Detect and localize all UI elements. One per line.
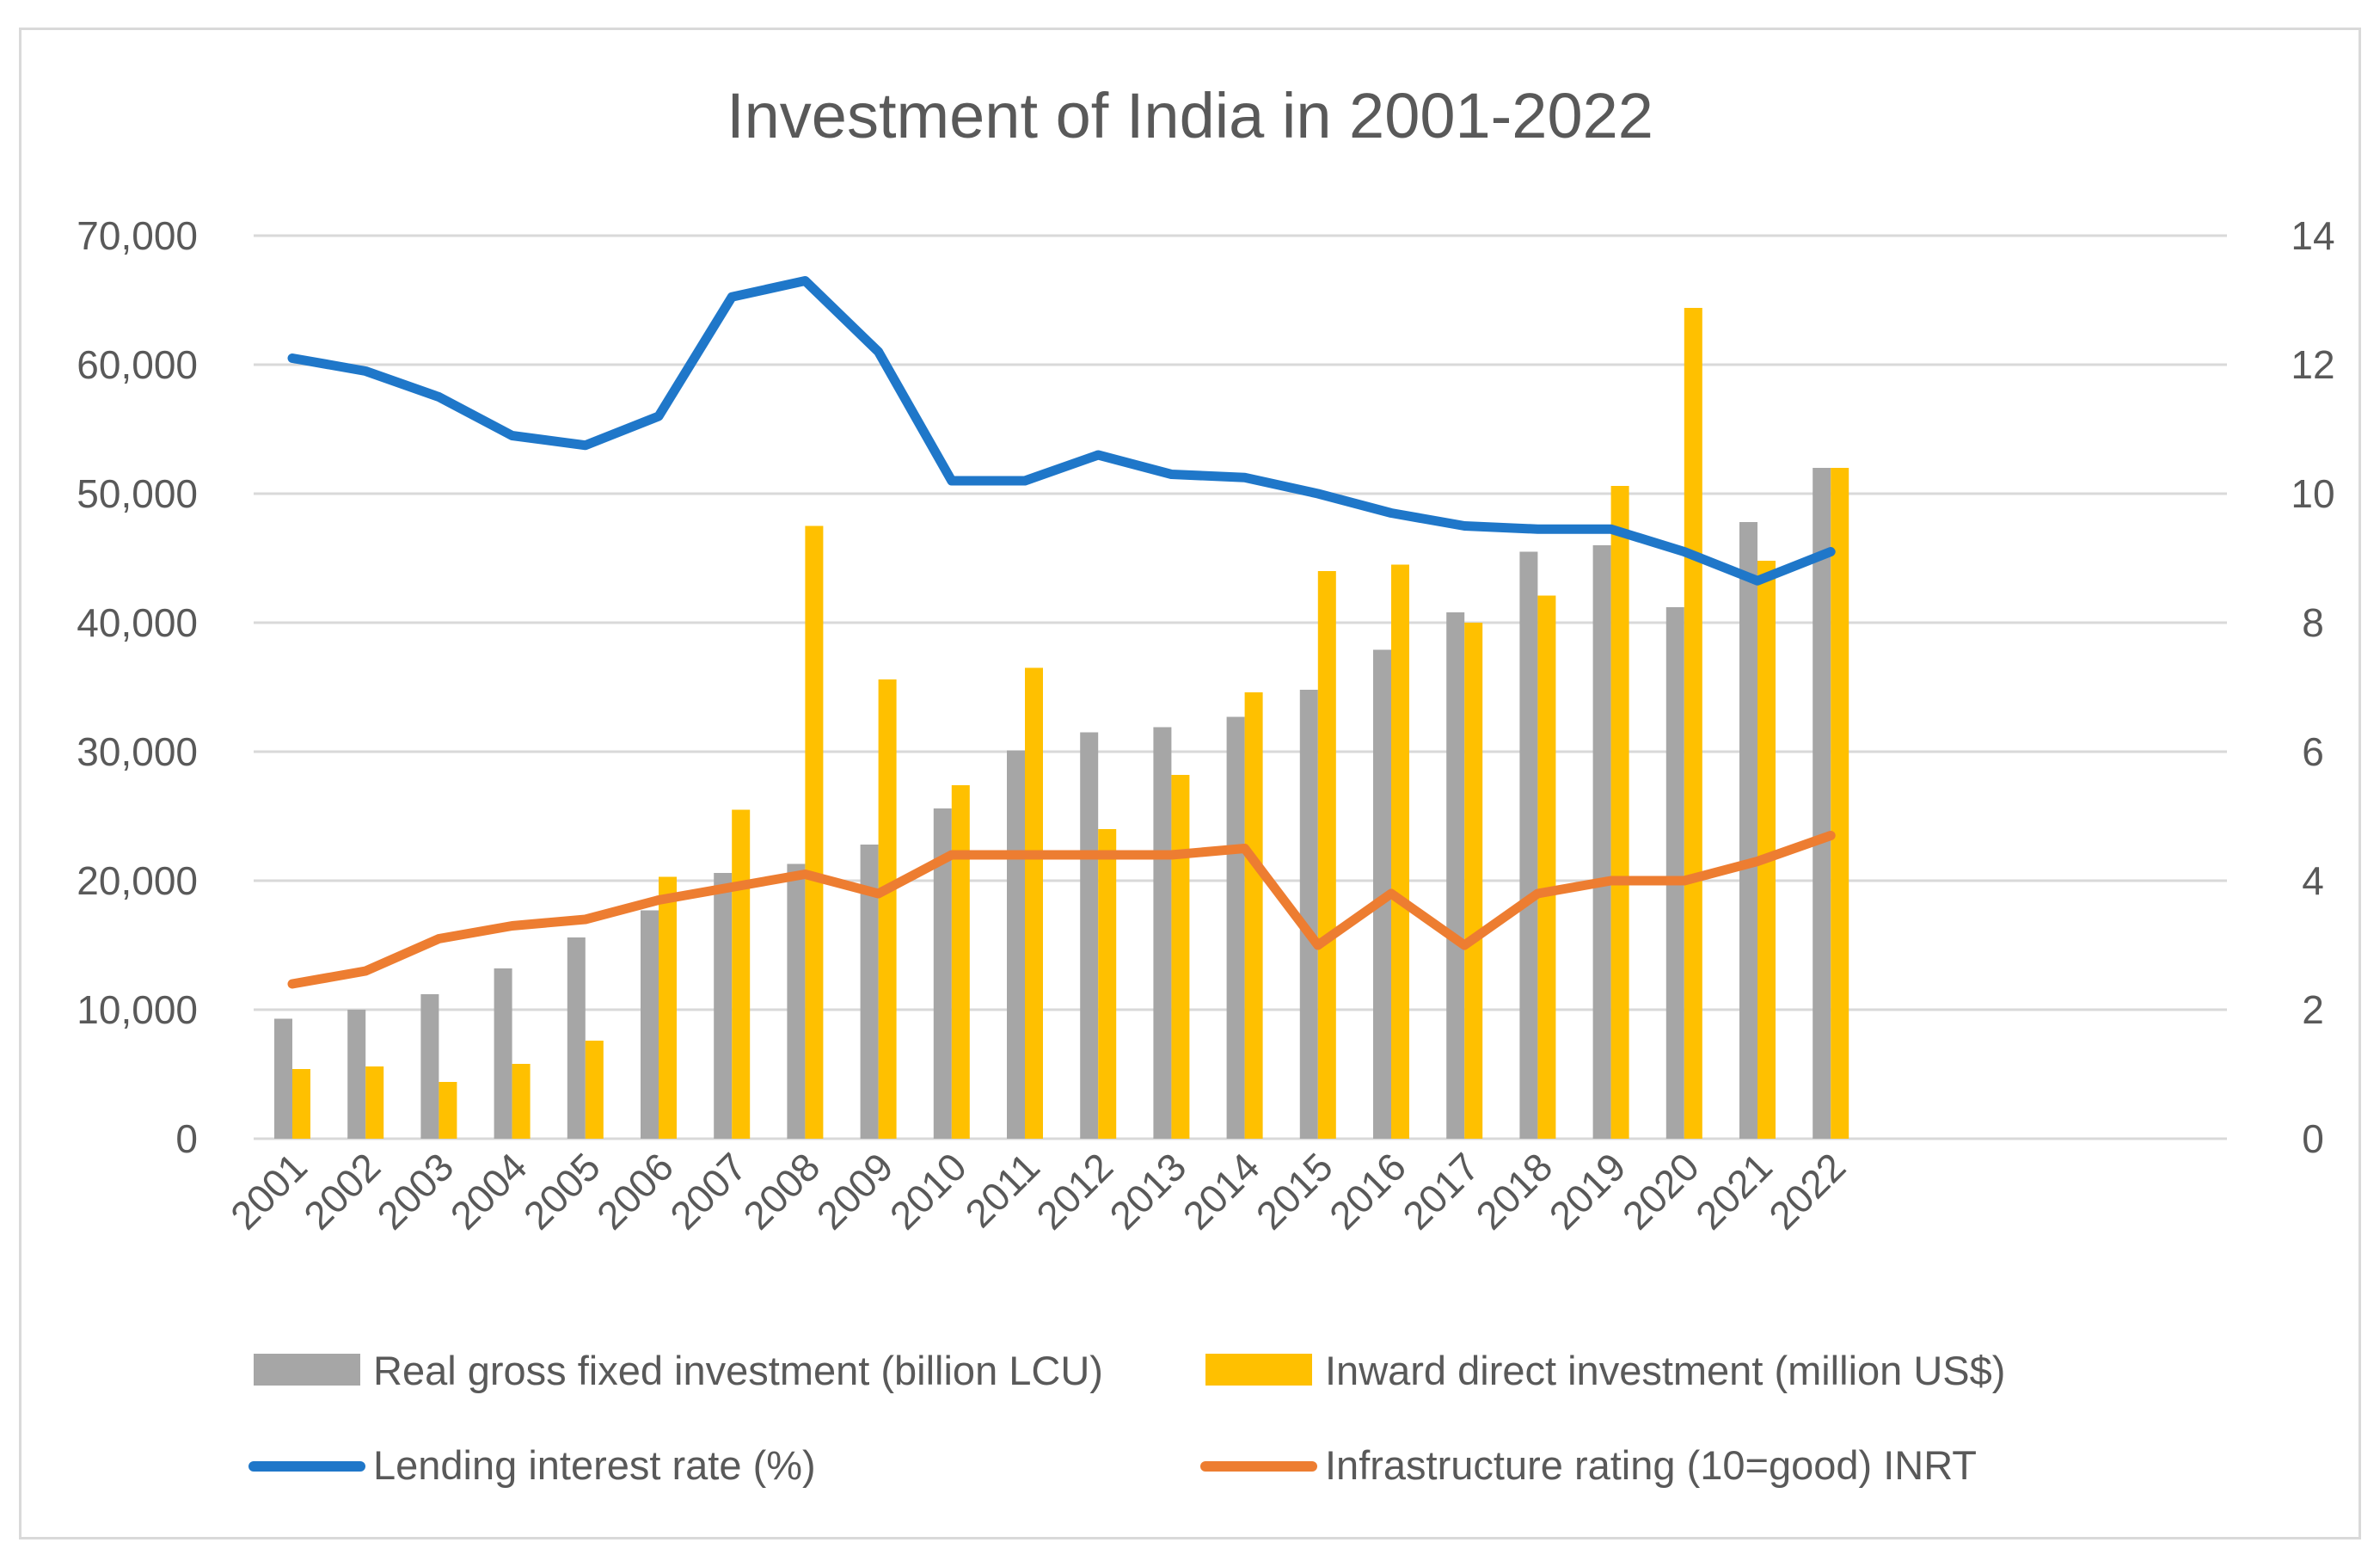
bar-inward-direct-investment [951,785,970,1139]
bar-real-gross-fixed-investment [1299,690,1318,1139]
x-axis-ticks: 2001200220032004200520062007200820092010… [222,1144,1854,1238]
line-infrastructure-rating [287,831,1836,989]
right-tick-label: 6 [2302,729,2324,774]
x-tick-label: 2008 [734,1144,828,1238]
x-tick-label: 2019 [1541,1144,1635,1238]
bar-real-gross-fixed-investment [420,994,439,1139]
bar-inward-direct-investment [292,1069,310,1139]
left-tick-label: 70,000 [77,213,198,258]
bar-inward-direct-investment [439,1082,457,1139]
bar-inward-direct-investment [732,809,751,1139]
bar-inward-direct-investment [1171,775,1190,1139]
x-tick-label: 2017 [1394,1144,1488,1238]
legend-label-real-gross: Real gross fixed investment (billion LCU… [373,1348,1103,1393]
x-tick-label: 2009 [808,1144,902,1238]
x-tick-label: 2012 [1027,1144,1121,1238]
line-lending-interest-rate [287,276,1836,586]
bar-inward-direct-investment [1391,564,1409,1139]
x-tick-label: 2010 [881,1144,975,1238]
bar-inward-direct-investment [1244,692,1263,1139]
x-tick-label: 2016 [1321,1144,1414,1238]
bar-real-gross-fixed-investment [1739,522,1757,1139]
right-tick-label: 10 [2291,471,2334,516]
bar-inward-direct-investment [1317,571,1336,1139]
x-tick-label: 2013 [1101,1144,1194,1238]
bar-inward-direct-investment [1537,595,1556,1139]
legend-label-infrastructure: Infrastructure rating (10=good) INRT [1325,1442,1977,1488]
bar-real-gross-fixed-investment [714,873,733,1139]
bar-real-gross-fixed-investment [860,845,879,1139]
left-tick-label: 50,000 [77,471,198,516]
x-tick-label: 2003 [368,1144,462,1238]
bar-real-gross-fixed-investment [1226,716,1245,1139]
x-tick-label: 2021 [1687,1144,1781,1238]
legend-swatch-inward-direct [1205,1354,1312,1386]
right-tick-label: 2 [2302,987,2324,1032]
left-tick-label: 10,000 [77,987,198,1032]
bar-real-gross-fixed-investment [274,1018,292,1139]
x-tick-label: 2002 [295,1144,389,1238]
bar-inward-direct-investment [1684,308,1702,1139]
bar-real-gross-fixed-investment [787,863,806,1139]
right-tick-label: 8 [2302,600,2324,645]
bar-inward-direct-investment [805,525,824,1139]
bar-inward-direct-investment [1098,829,1117,1139]
bar-real-gross-fixed-investment [641,910,659,1139]
left-axis-ticks: 0 10,000 20,000 30,000 40,000 50,000 60,000 70,… [77,213,198,1161]
x-tick-label: 2004 [442,1144,536,1238]
right-tick-label: 4 [2302,858,2324,903]
bar-inward-direct-investment [512,1064,531,1139]
bar-real-gross-fixed-investment [1080,732,1099,1139]
bar-inward-direct-investment [1610,486,1629,1139]
x-tick-label: 2007 [661,1144,755,1238]
left-tick-label: 0 [175,1116,198,1161]
right-tick-label: 14 [2291,213,2334,258]
x-tick-label: 2018 [1467,1144,1561,1238]
bar-inward-direct-investment [585,1041,604,1139]
right-tick-label: 0 [2302,1116,2324,1161]
left-tick-label: 20,000 [77,858,198,903]
x-tick-label: 2006 [588,1144,682,1238]
x-tick-label: 2001 [222,1144,316,1238]
x-tick-label: 2011 [956,1144,1048,1236]
bar-inward-direct-investment [659,876,677,1139]
x-tick-label: 2020 [1614,1144,1708,1238]
x-tick-label: 2022 [1760,1144,1854,1238]
bar-real-gross-fixed-investment [494,968,512,1139]
left-tick-label: 60,000 [77,342,198,387]
bar-real-gross-fixed-investment [1519,551,1538,1139]
bar-real-gross-fixed-investment [1813,468,1831,1139]
chart-title: Investment of India in 2001-2022 [727,80,1653,151]
bar-real-gross-fixed-investment [347,1010,366,1139]
bar-inward-direct-investment [1025,667,1043,1139]
bar-real-gross-fixed-investment [1153,727,1172,1139]
bar-inward-direct-investment [1464,623,1483,1139]
bar-real-gross-fixed-investment [1665,607,1684,1139]
legend: Real gross fixed investment (billion LCU… [248,1348,2005,1488]
right-axis-ticks: 0 2 4 6 8 10 12 14 [2291,213,2334,1161]
bar-real-gross-fixed-investment [1007,750,1025,1139]
left-tick-label: 40,000 [77,600,198,645]
legend-label-lending-rate: Lending interest rate (%) [373,1442,816,1488]
bar-inward-direct-investment [1757,561,1776,1139]
legend-label-inward-direct: Inward direct investment (million US$) [1325,1348,2005,1393]
bar-inward-direct-investment [878,679,897,1139]
x-tick-label: 2014 [1175,1144,1268,1238]
chart-frame [19,28,2361,1539]
x-tick-label: 2015 [1248,1144,1341,1238]
lines [287,276,1836,989]
bar-real-gross-fixed-investment [1592,545,1611,1139]
bar-inward-direct-investment [1831,468,1849,1139]
left-tick-label: 30,000 [77,729,198,774]
right-tick-label: 12 [2291,342,2334,387]
bar-real-gross-fixed-investment [1446,612,1465,1139]
x-tick-label: 2005 [515,1144,609,1238]
legend-swatch-real-gross [254,1354,360,1386]
bar-real-gross-fixed-investment [567,937,586,1139]
bar-real-gross-fixed-investment [933,808,952,1139]
bar-inward-direct-investment [365,1066,384,1139]
bars [274,308,1849,1139]
